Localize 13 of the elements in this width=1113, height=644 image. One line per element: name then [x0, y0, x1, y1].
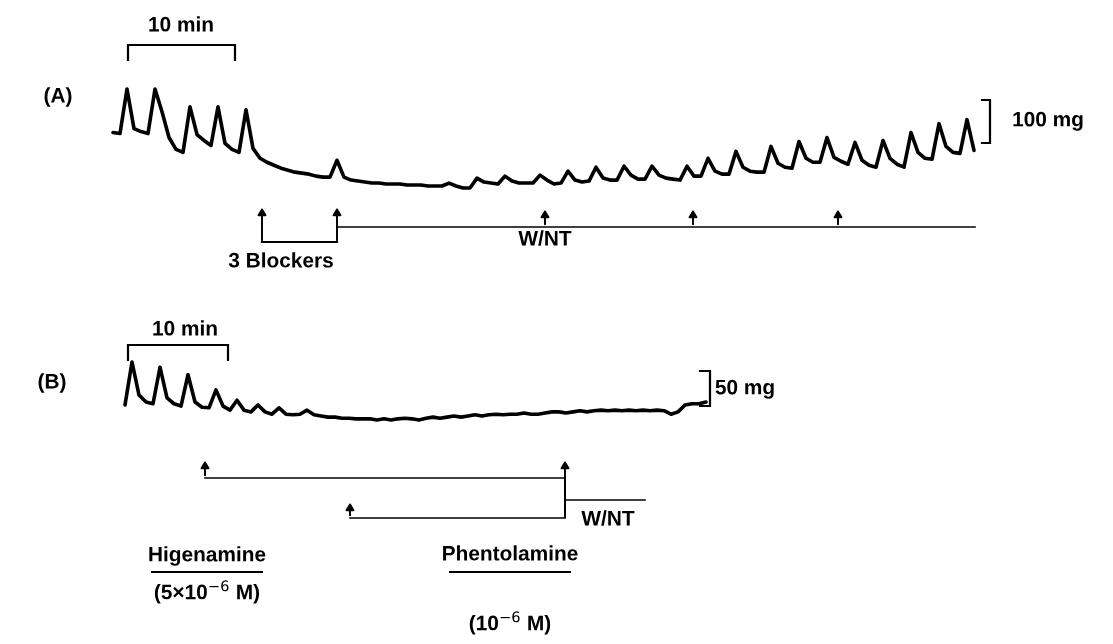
- text: Phentolamine: [443, 545, 578, 561]
- text: (B): [38, 373, 66, 393]
- text: W/NT: [518, 230, 572, 246]
- text: 50 mg: [715, 379, 774, 399]
- text: 100 mg: [1013, 111, 1083, 131]
- text: 10 min: [149, 16, 213, 32]
- text: 10 min: [153, 320, 217, 336]
- text: 3 Blockers: [228, 252, 333, 268]
- chart-title: (A): [44, 87, 72, 107]
- text: Higenamine: [149, 546, 266, 566]
- text: W/NT: [581, 510, 635, 526]
- text: (10$^{−6}$ M): [469, 611, 551, 635]
- text: (5×10$^{−6}$ M): [154, 580, 260, 604]
